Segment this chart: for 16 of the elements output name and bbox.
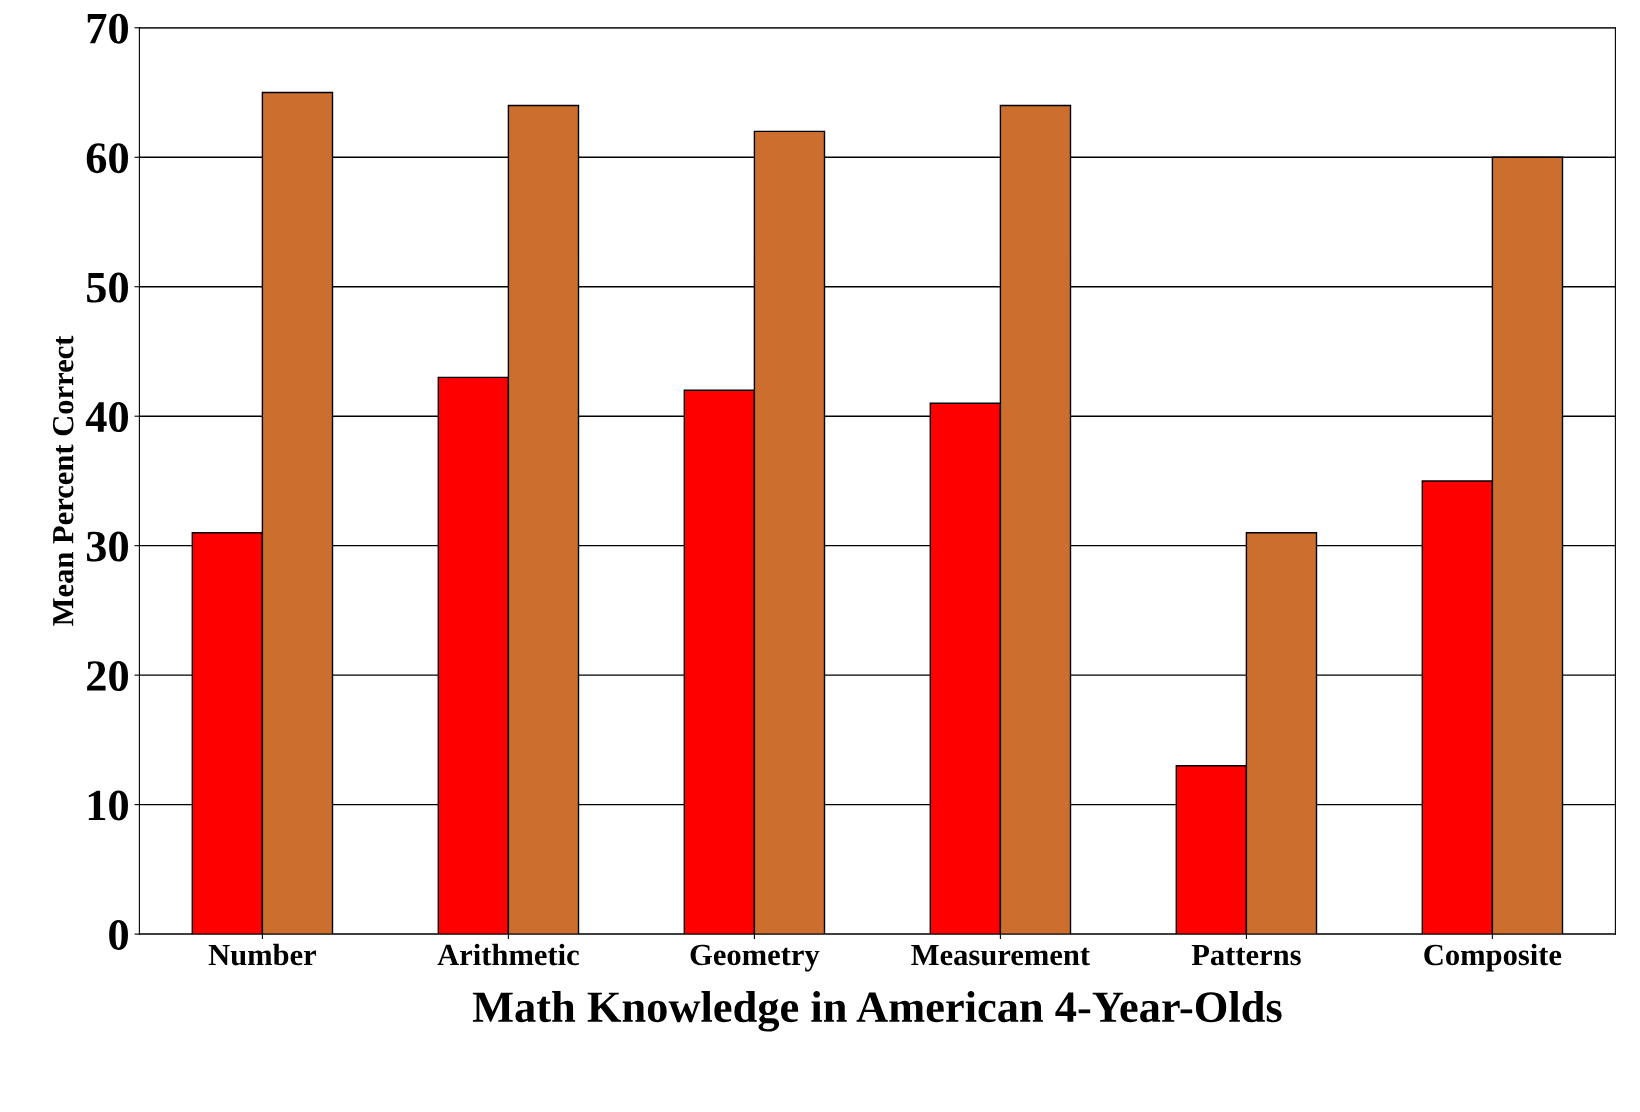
- y-tick-label: 60: [86, 143, 128, 174]
- y-tick-label: 10: [88, 790, 128, 821]
- x-tick-label: Number: [208, 943, 317, 966]
- x-tick-label: Patterns: [1191, 945, 1301, 966]
- y-tick-label: 50: [87, 272, 128, 303]
- x-tick-label: Geometry: [690, 944, 820, 972]
- y-tick-label: 40: [85, 402, 128, 433]
- x-axis-title: Math Knowledge in American 4-Year-Olds: [472, 990, 1282, 1032]
- x-tick-label: Composite: [1424, 943, 1562, 972]
- y-axis-title: Mean Percent Correct: [52, 335, 74, 626]
- y-tick-label: 20: [87, 661, 128, 691]
- y-tick-label: 30: [86, 531, 128, 562]
- y-tick-label: 70: [87, 13, 128, 44]
- x-tick-label: Arithmetic: [437, 943, 579, 966]
- x-tick-label: Measurement: [911, 945, 1090, 966]
- y-tick-label: 0: [109, 919, 128, 950]
